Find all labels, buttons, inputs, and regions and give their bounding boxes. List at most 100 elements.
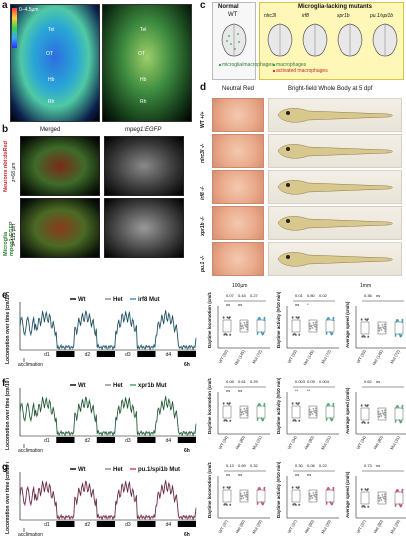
box-whisker	[256, 405, 266, 419]
box-whisker	[325, 489, 335, 503]
d-scale-left: 100µm	[232, 283, 248, 289]
data-point	[246, 410, 249, 412]
data-point	[263, 402, 266, 405]
data-point	[329, 331, 332, 334]
data-point	[315, 491, 317, 494]
data-point	[313, 410, 315, 412]
category-label: Mut (72)	[389, 348, 401, 364]
dot-ylabel: Daytime locomotion (cm/10 min)	[207, 292, 212, 348]
data-point	[384, 412, 387, 414]
label-a-right-ot: OT	[138, 51, 145, 57]
stat-label: 0.09	[307, 379, 316, 384]
b-image-mpeg-top	[104, 136, 184, 196]
data-point	[228, 403, 230, 406]
stat-label: ns	[376, 379, 380, 384]
colorbar	[12, 8, 17, 48]
d-scale-right: 1mm	[360, 283, 372, 289]
data-point	[308, 492, 311, 495]
data-point	[383, 327, 385, 330]
data-point	[311, 413, 314, 415]
data-point	[310, 410, 313, 413]
d-nr-wt	[212, 98, 264, 132]
stat-label: 0.62	[364, 379, 373, 384]
data-point	[360, 319, 363, 321]
data-point	[246, 328, 249, 331]
data-point	[263, 405, 266, 407]
box-whisker	[291, 405, 301, 419]
data-point	[383, 497, 385, 500]
data-point	[366, 319, 368, 322]
day-label: d1	[44, 438, 50, 444]
label-a-left-hb: Hb	[48, 77, 55, 83]
night-bar	[137, 437, 156, 443]
c-mutant-pu1: pu.1/spi1b	[370, 13, 394, 19]
c-mutant-xpr1b: xpr1b	[337, 13, 350, 19]
box-whisker	[360, 321, 370, 335]
stat-label: 0.69	[238, 463, 247, 468]
data-point	[257, 318, 260, 321]
data-point	[398, 503, 401, 506]
d-row-label-nlrc3l: nlrc3l -/-	[200, 143, 206, 163]
data-point	[377, 497, 380, 499]
d-row-label-pu1: pu.1 -/-	[200, 255, 206, 272]
category-label: WT (93)	[355, 348, 367, 364]
c-legend-microglia: microglia/macrophages	[222, 62, 274, 68]
data-point	[377, 327, 380, 329]
data-point	[244, 324, 246, 326]
night-bar	[177, 351, 196, 357]
data-point	[263, 319, 266, 321]
b-image-merged-bottom	[20, 198, 100, 258]
stat-label: 0.30	[295, 463, 304, 468]
data-point	[242, 413, 245, 415]
data-point	[297, 317, 299, 320]
data-point	[360, 489, 363, 491]
data-point	[239, 325, 242, 327]
legend-label: pu.1/spi1b Mut	[138, 467, 180, 473]
trace-ylabel: Locomotion over time (cm/10 min)	[5, 378, 11, 450]
data-point	[378, 329, 381, 332]
data-point	[298, 419, 301, 422]
data-point	[330, 503, 333, 506]
stat-label: 0.80	[307, 293, 316, 298]
b-image-merged-top	[20, 136, 100, 196]
panel-label-f: f	[2, 378, 6, 389]
data-point	[377, 494, 380, 497]
data-point	[229, 333, 232, 336]
data-point	[396, 489, 399, 491]
dotplots-g: Daytime locomotion (cm/10 min) 0.13 0.69 0.…	[200, 448, 406, 546]
data-point	[313, 324, 315, 326]
dot-ylabel: Average speed (cm/s)	[345, 471, 350, 518]
legend-label: Wt	[78, 467, 86, 473]
data-point	[395, 320, 398, 323]
trace-ylabel: Locomotion over time (cm/10 min)	[5, 462, 11, 534]
data-point	[242, 327, 245, 329]
data-point	[382, 326, 384, 328]
day-label: d4	[166, 438, 172, 444]
night-bar	[177, 521, 196, 527]
d-fish-silhouettes	[277, 108, 393, 267]
category-label: WT (34)	[286, 434, 298, 450]
category-label: Het (80)	[372, 434, 384, 450]
b-row2-depth: z=115 µm	[11, 224, 17, 246]
night-bar	[96, 437, 115, 443]
category-label: Mut (72)	[251, 348, 263, 364]
data-point	[366, 489, 368, 492]
stat-label: 0.13	[226, 463, 235, 468]
stat-label: 0.61	[238, 379, 247, 384]
data-point	[298, 503, 301, 506]
c-legend-activated: activated macrophages	[276, 68, 328, 74]
legend-label: Het	[113, 297, 123, 303]
data-point	[325, 419, 328, 421]
data-point	[240, 413, 243, 416]
box-whisker	[360, 407, 370, 421]
data-point	[245, 411, 247, 414]
data-point	[312, 492, 315, 494]
data-point	[293, 333, 296, 335]
dot-ylabel: Average speed (cm/s)	[345, 301, 350, 348]
data-point	[379, 326, 382, 329]
data-point	[329, 417, 332, 420]
data-point	[326, 488, 329, 491]
day-label: d2	[85, 438, 91, 444]
stat-label: **	[295, 388, 299, 393]
data-point	[395, 406, 398, 409]
